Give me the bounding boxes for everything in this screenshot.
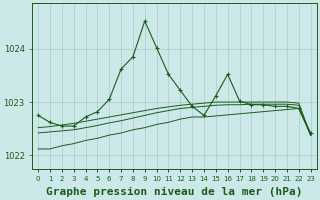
X-axis label: Graphe pression niveau de la mer (hPa): Graphe pression niveau de la mer (hPa) — [46, 186, 303, 197]
